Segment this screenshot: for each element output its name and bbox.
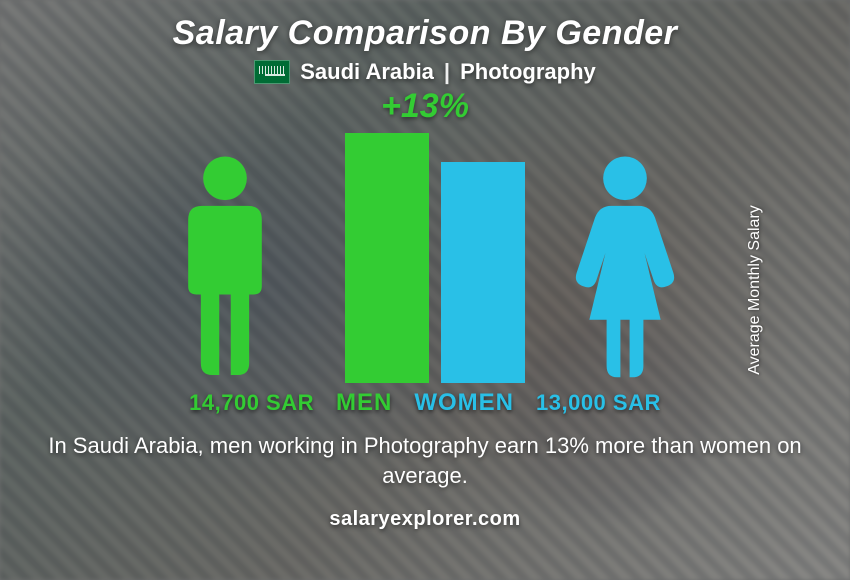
infographic-content: Salary Comparison By Gender Saudi Arabia… (0, 0, 850, 580)
divider-pipe: | (444, 59, 450, 85)
chart-area: +13% 14,700 SAR MEN WOMEN 13,000 SAR (65, 87, 785, 427)
percent-difference: +13% (381, 87, 469, 126)
man-icon (165, 153, 285, 383)
y-axis-label: Average Monthly Salary (746, 205, 764, 375)
bar-women (441, 162, 525, 383)
woman-icon (565, 153, 685, 383)
men-label: MEN (336, 389, 392, 417)
labels-row: 14,700 SAR MEN WOMEN 13,000 SAR (65, 389, 785, 417)
country-label: Saudi Arabia (300, 59, 434, 85)
women-label: WOMEN (414, 389, 514, 417)
men-salary: 14,700 SAR (189, 390, 314, 416)
field-label: Photography (460, 59, 596, 85)
saudi-flag-icon (254, 60, 290, 84)
subtitle-row: Saudi Arabia | Photography (254, 59, 596, 85)
page-title: Salary Comparison By Gender (173, 14, 678, 53)
bar-men (345, 133, 429, 383)
source-label: salaryexplorer.com (329, 508, 520, 531)
women-salary: 13,000 SAR (536, 390, 661, 416)
caption-text: In Saudi Arabia, men working in Photogra… (45, 431, 805, 490)
